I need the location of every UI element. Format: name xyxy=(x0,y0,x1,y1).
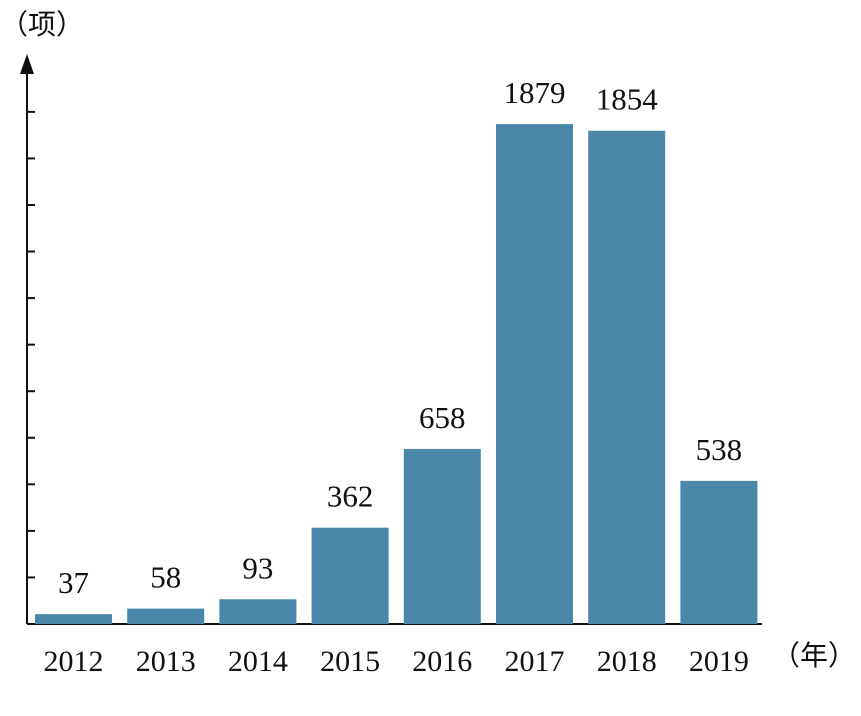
bar-2018 xyxy=(588,130,666,625)
data-labels: 37 58 93 362 658 1879 1854 538 xyxy=(58,75,742,600)
bar-2015 xyxy=(311,527,389,624)
bar-2017 xyxy=(496,124,573,624)
data-label-2019: 538 xyxy=(696,432,743,467)
y-axis-label: （项） xyxy=(0,9,84,41)
data-label-2015: 362 xyxy=(327,479,374,514)
bar-2014 xyxy=(219,599,297,624)
x-tick-label-2018: 2018 xyxy=(597,645,657,678)
x-tick-label-2017: 2017 xyxy=(505,645,565,678)
data-label-2018: 1854 xyxy=(596,82,659,117)
data-label-2017: 1879 xyxy=(504,75,566,110)
data-label-2016: 658 xyxy=(419,400,466,435)
x-tick-labels: 2012 2013 2014 2015 2016 2017 2018 2019 xyxy=(44,645,749,678)
bar-2016 xyxy=(403,448,481,624)
data-label-2013: 58 xyxy=(150,560,181,595)
data-label-2014: 93 xyxy=(242,550,273,585)
x-axis-label: （年） xyxy=(772,640,856,672)
bar-2019 xyxy=(680,480,758,624)
bar-2012 xyxy=(35,614,112,624)
bar-2013 xyxy=(127,608,205,624)
y-axis-arrow xyxy=(20,54,34,74)
x-tick-label-2013: 2013 xyxy=(136,645,196,678)
data-label-2012: 37 xyxy=(58,565,89,600)
x-tick-label-2016: 2016 xyxy=(412,645,472,678)
x-tick-label-2019: 2019 xyxy=(689,645,749,678)
x-tick-label-2012: 2012 xyxy=(44,645,104,678)
bars xyxy=(35,124,758,625)
x-tick-label-2014: 2014 xyxy=(228,645,288,678)
x-tick-label-2015: 2015 xyxy=(320,645,380,678)
